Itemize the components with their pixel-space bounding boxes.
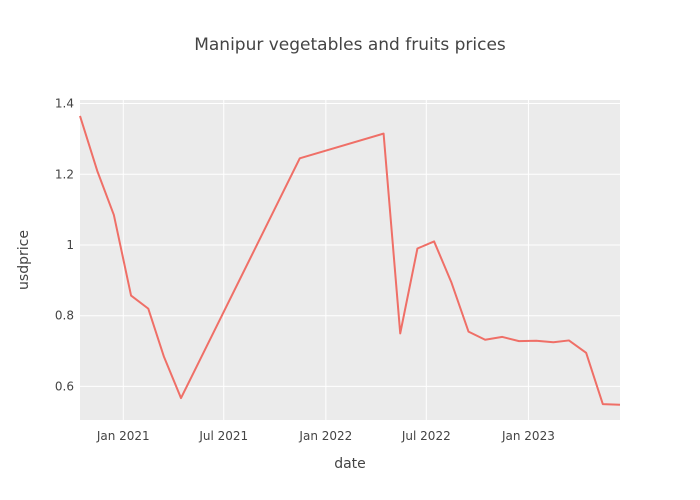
plot-area (80, 100, 620, 420)
y-axis-title: usdprice (16, 230, 32, 290)
x-axis-title: date (334, 456, 366, 472)
series-layer (79, 115, 621, 406)
x-tick-label: Jan 2021 (96, 429, 150, 443)
y-tick-labels: 0.6 0.8 1 1.2 1.4 (55, 97, 74, 394)
y-tick-label: 0.6 (55, 379, 74, 393)
y-tick-label: 1.4 (55, 97, 74, 111)
x-tick-label: Jul 2022 (401, 429, 451, 443)
x-tick-label: Jan 2023 (501, 429, 555, 443)
y-gridlines (80, 103, 620, 387)
y-tick-label: 1.2 (55, 167, 74, 181)
x-tick-label: Jan 2022 (298, 429, 352, 443)
series-line (79, 115, 621, 406)
x-tick-label: Jul 2021 (198, 429, 248, 443)
y-tick-label: 0.8 (55, 309, 74, 323)
x-tick-labels: Jan 2021 Jul 2021 Jan 2022 Jul 2022 Jan 2023 (96, 429, 555, 443)
chart-title: Manipur vegetables and fruits prices (194, 35, 506, 55)
y-tick-label: 1 (66, 238, 74, 252)
